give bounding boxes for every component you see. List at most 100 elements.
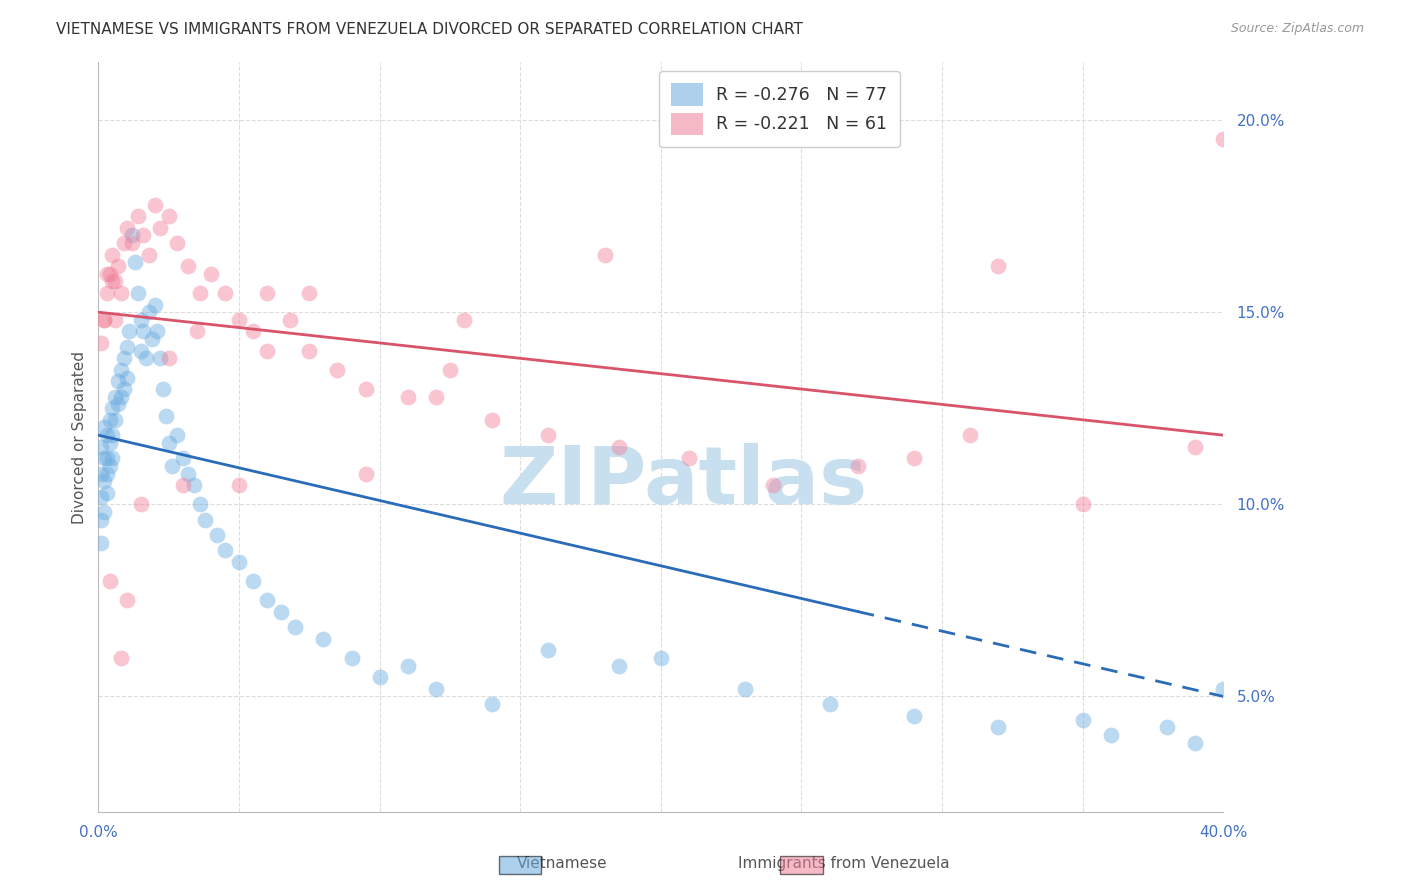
Point	[93, 475, 115, 489]
Legend: R = -0.276   N = 77, R = -0.221   N = 61: R = -0.276 N = 77, R = -0.221 N = 61	[659, 71, 900, 147]
Point	[607, 440, 630, 454]
Point	[326, 363, 349, 377]
Point	[101, 428, 124, 442]
Point	[110, 285, 132, 300]
Point	[537, 428, 560, 442]
Point	[132, 325, 155, 339]
Point	[132, 228, 155, 243]
Point	[93, 505, 115, 519]
Point	[183, 478, 205, 492]
Point	[987, 720, 1010, 734]
Point	[1071, 713, 1094, 727]
Point	[98, 267, 121, 281]
Point	[101, 451, 124, 466]
Point	[200, 267, 222, 281]
Text: ZIPatlas: ZIPatlas	[499, 443, 868, 521]
Point	[537, 643, 560, 657]
Point	[104, 275, 127, 289]
Point	[112, 235, 135, 250]
Point	[124, 255, 146, 269]
Point	[298, 343, 321, 358]
Point	[157, 435, 180, 450]
Point	[1212, 132, 1234, 146]
Text: VIETNAMESE VS IMMIGRANTS FROM VENEZUELA DIVORCED OR SEPARATED CORRELATION CHART: VIETNAMESE VS IMMIGRANTS FROM VENEZUELA …	[56, 22, 803, 37]
Point	[278, 313, 301, 327]
Point	[481, 413, 503, 427]
Point	[439, 363, 461, 377]
Point	[101, 247, 124, 261]
Point	[987, 259, 1010, 273]
Point	[172, 451, 194, 466]
Point	[90, 467, 112, 481]
Text: Source: ZipAtlas.com: Source: ZipAtlas.com	[1230, 22, 1364, 36]
Point	[129, 343, 152, 358]
Point	[96, 267, 118, 281]
Point	[284, 620, 307, 634]
Point	[149, 220, 172, 235]
Point	[228, 478, 250, 492]
Point	[93, 313, 115, 327]
Point	[98, 458, 121, 473]
Point	[129, 497, 152, 511]
Point	[678, 451, 700, 466]
Point	[340, 651, 363, 665]
Point	[368, 670, 391, 684]
Point	[481, 697, 503, 711]
Point	[270, 605, 292, 619]
Point	[734, 681, 756, 696]
Point	[93, 420, 115, 434]
Point	[177, 259, 200, 273]
Point	[846, 458, 869, 473]
Point	[90, 335, 112, 350]
Point	[593, 247, 616, 261]
Point	[129, 313, 152, 327]
Text: Vietnamese: Vietnamese	[517, 856, 607, 871]
Point	[1184, 735, 1206, 749]
Point	[1099, 728, 1122, 742]
Point	[107, 375, 129, 389]
Point	[135, 351, 157, 366]
Point	[90, 440, 112, 454]
Point	[155, 409, 177, 423]
Point	[104, 313, 127, 327]
Point	[152, 382, 174, 396]
Point	[104, 413, 127, 427]
Point	[141, 332, 163, 346]
Point	[138, 247, 160, 261]
Point	[650, 651, 672, 665]
Point	[1156, 720, 1178, 734]
Point	[903, 451, 925, 466]
Point	[194, 513, 217, 527]
Point	[107, 259, 129, 273]
Point	[110, 390, 132, 404]
Point	[96, 451, 118, 466]
Point	[98, 413, 121, 427]
Point	[298, 285, 321, 300]
Point	[903, 708, 925, 723]
Point	[98, 574, 121, 589]
Point	[177, 467, 200, 481]
Point	[959, 428, 981, 442]
Point	[112, 351, 135, 366]
Point	[157, 209, 180, 223]
Point	[242, 325, 264, 339]
Point	[93, 451, 115, 466]
Point	[453, 313, 475, 327]
Point	[115, 340, 138, 354]
Y-axis label: Divorced or Separated: Divorced or Separated	[72, 351, 87, 524]
Point	[607, 658, 630, 673]
Point	[121, 235, 143, 250]
Point	[354, 467, 377, 481]
Point	[425, 390, 447, 404]
Point	[96, 285, 118, 300]
Point	[96, 467, 118, 481]
Point	[127, 285, 149, 300]
Point	[110, 651, 132, 665]
Point	[115, 593, 138, 607]
Point	[143, 297, 166, 311]
Point	[112, 382, 135, 396]
Point	[228, 313, 250, 327]
Point	[160, 458, 183, 473]
Point	[214, 285, 236, 300]
Point	[121, 228, 143, 243]
